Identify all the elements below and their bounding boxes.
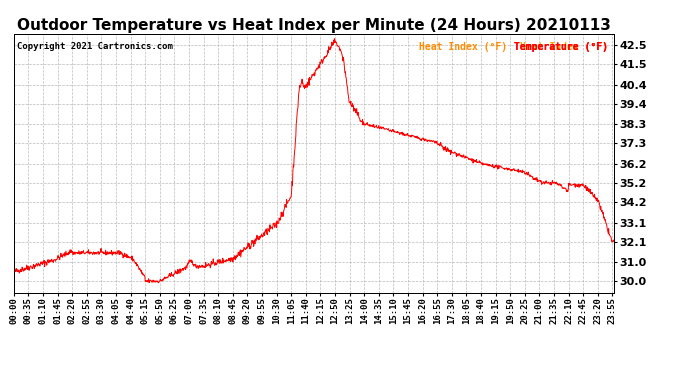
Text: Copyright 2021 Cartronics.com: Copyright 2021 Cartronics.com [17,42,172,51]
Text: Temperature (°F): Temperature (°F) [514,42,608,51]
Text: Heat Index (°F): Heat Index (°F) [520,42,608,51]
Text: Temperature (°F): Temperature (°F) [514,42,608,51]
Title: Outdoor Temperature vs Heat Index per Minute (24 Hours) 20210113: Outdoor Temperature vs Heat Index per Mi… [17,18,611,33]
Text: Heat Index (°F): Heat Index (°F) [419,42,507,51]
